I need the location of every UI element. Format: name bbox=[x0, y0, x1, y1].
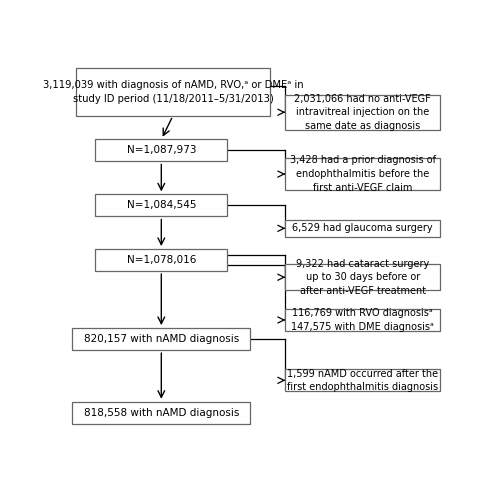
Text: 818,558 with nAMD diagnosis: 818,558 with nAMD diagnosis bbox=[84, 408, 239, 418]
FancyBboxPatch shape bbox=[286, 309, 440, 331]
FancyBboxPatch shape bbox=[286, 220, 440, 237]
Text: 3,119,039 with diagnosis of nAMD, RVO,ᵃ or DMEᵃ in
study ID period (11/18/2011–5: 3,119,039 with diagnosis of nAMD, RVO,ᵃ … bbox=[42, 80, 303, 104]
FancyBboxPatch shape bbox=[76, 68, 270, 116]
Text: 6,529 had glaucoma surgery: 6,529 had glaucoma surgery bbox=[292, 223, 433, 233]
Text: 3,428 had a prior diagnosis of
endophthalmitis before the
first anti-VEGF claim: 3,428 had a prior diagnosis of endophtha… bbox=[290, 156, 436, 193]
FancyBboxPatch shape bbox=[286, 95, 440, 130]
FancyBboxPatch shape bbox=[96, 249, 227, 271]
FancyBboxPatch shape bbox=[286, 369, 440, 391]
Text: 2,031,066 had no anti-VEGF
intravitreal injection on the
same date as diagnosis: 2,031,066 had no anti-VEGF intravitreal … bbox=[294, 94, 431, 131]
Text: 820,157 with nAMD diagnosis: 820,157 with nAMD diagnosis bbox=[84, 334, 239, 344]
Text: N=1,078,016: N=1,078,016 bbox=[126, 255, 196, 265]
FancyBboxPatch shape bbox=[96, 194, 227, 216]
FancyBboxPatch shape bbox=[286, 158, 440, 190]
Text: N=1,087,973: N=1,087,973 bbox=[126, 145, 196, 155]
FancyBboxPatch shape bbox=[286, 264, 440, 290]
Text: 9,322 had cataract surgery
up to 30 days before or
after anti-VEGF treatment: 9,322 had cataract surgery up to 30 days… bbox=[296, 258, 430, 296]
FancyBboxPatch shape bbox=[72, 328, 250, 350]
Text: 116,769 with RVO diagnosisᵃ
147,575 with DME diagnosisᵃ: 116,769 with RVO diagnosisᵃ 147,575 with… bbox=[292, 308, 434, 332]
Text: 1,599 nAMD occurred after the
first endophthalmitis diagnosis: 1,599 nAMD occurred after the first endo… bbox=[287, 369, 438, 392]
FancyBboxPatch shape bbox=[72, 402, 250, 424]
Text: N=1,084,545: N=1,084,545 bbox=[126, 200, 196, 210]
FancyBboxPatch shape bbox=[96, 139, 227, 162]
